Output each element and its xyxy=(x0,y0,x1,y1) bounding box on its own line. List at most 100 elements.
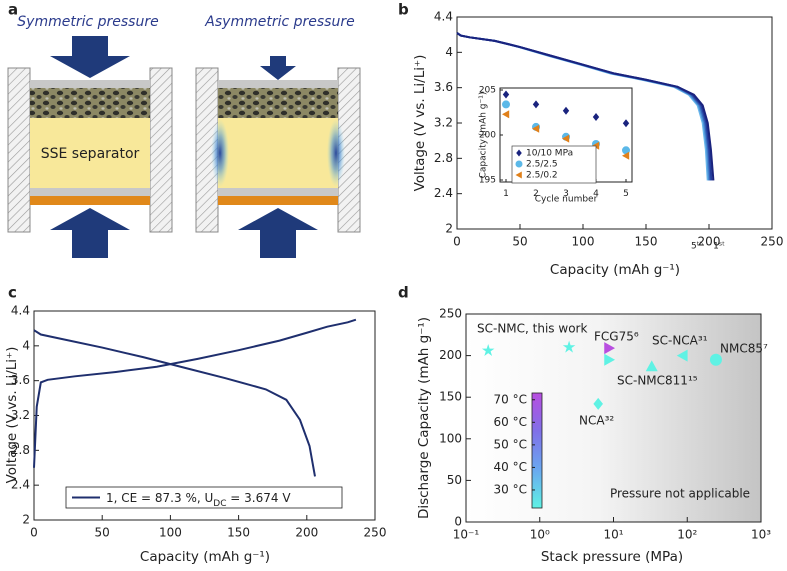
y-tick-label: 0 xyxy=(454,515,462,529)
current-collector xyxy=(218,80,338,88)
y-tick-label: 205 xyxy=(479,86,496,96)
y-tick-label: 50 xyxy=(447,473,462,487)
annotation: 5ᵗʰ xyxy=(691,242,703,252)
y-tick-label: 100 xyxy=(439,431,462,445)
cathode xyxy=(218,88,338,118)
colorbar-label: 50 °C xyxy=(494,437,527,451)
x-axis-title: Cycle number xyxy=(535,195,598,205)
legend-marker xyxy=(515,171,522,179)
x-tick-label: 250 xyxy=(364,526,387,540)
pressure-arrow xyxy=(260,56,296,80)
y-tick-label: 4 xyxy=(445,45,453,59)
line-series xyxy=(456,32,715,181)
data-point xyxy=(502,100,510,109)
legend: 1, CE = 87.3 %, UDC = 3.674 V xyxy=(65,486,343,509)
colorbar-label: 30 °C xyxy=(494,482,527,496)
x-tick-label: 0 xyxy=(453,235,461,249)
x-tick-label: 200 xyxy=(295,526,318,540)
stress-zone xyxy=(327,119,345,187)
data-point xyxy=(562,134,570,143)
pressure-arrow xyxy=(50,208,130,258)
anode xyxy=(218,196,338,205)
legend-label: 2.5/2.5 xyxy=(526,160,558,170)
x-tick-label: 10⁻¹ xyxy=(453,528,480,542)
legend-label: 1, CE = 87.3 %, UDC = 3.674 V xyxy=(106,491,291,509)
interlayer xyxy=(30,188,150,196)
legend-marker xyxy=(516,149,522,157)
data-point xyxy=(645,360,658,372)
colorbar-label: 70 °C xyxy=(494,392,527,406)
y-axis-title: Capacity (mAh g⁻¹) xyxy=(479,92,489,179)
x-tick-label: 100 xyxy=(159,526,182,540)
x-tick-label: 50 xyxy=(512,235,527,249)
y-tick-label: 2 xyxy=(445,222,453,236)
symmetric-cell xyxy=(7,36,173,258)
x-tick-label: 100 xyxy=(572,235,595,249)
data-point xyxy=(622,146,630,155)
point-label: SC-NCA³¹ xyxy=(652,334,708,348)
x-tick-label: 250 xyxy=(761,235,784,249)
y-tick-label: 4 xyxy=(22,338,30,352)
legend-subscript: DC xyxy=(213,499,226,509)
data-point xyxy=(709,353,722,366)
colorbar-label: 40 °C xyxy=(494,460,527,474)
legend-box xyxy=(511,145,597,184)
legend-text: = 3.674 V xyxy=(226,491,291,505)
data-point xyxy=(592,113,600,121)
pressure-arrow xyxy=(50,36,130,78)
x-tick-label: 2 xyxy=(533,189,539,199)
x-axis-title: Capacity (mAh g⁻¹) xyxy=(140,549,270,565)
x-axis-title: Stack pressure (MPa) xyxy=(541,549,683,565)
point-label: NMC85⁷ xyxy=(720,342,768,356)
y-tick-label: 200 xyxy=(439,348,462,362)
data-point xyxy=(562,106,570,115)
x-tick-label: 150 xyxy=(635,235,658,249)
x-tick-label: 200 xyxy=(698,235,721,249)
y-tick-label: 3.2 xyxy=(434,116,453,130)
panel-label: d xyxy=(398,284,409,302)
annotation: 1ˢᵗ xyxy=(713,242,725,252)
data-point xyxy=(593,397,603,410)
point-label: SC-NMC811¹⁵ xyxy=(617,374,698,388)
point-label: NCA³² xyxy=(579,414,614,428)
asymmetric-cell xyxy=(195,56,361,258)
point-label: FCG75⁶ xyxy=(594,330,639,344)
data-point xyxy=(604,342,616,355)
x-axis-title: Capacity (mAh g⁻¹) xyxy=(550,262,680,278)
x-tick-label: 10¹ xyxy=(603,528,623,542)
x-tick-label: 4 xyxy=(593,189,599,199)
data-point xyxy=(622,119,630,128)
y-tick-label: 250 xyxy=(439,307,462,321)
wall xyxy=(149,67,173,233)
y-tick-label: 2 xyxy=(22,513,30,527)
x-tick-label: 50 xyxy=(95,526,110,540)
data-point xyxy=(532,124,540,133)
x-tick-label: 10² xyxy=(677,528,697,542)
y-tick-label: 4.4 xyxy=(11,304,30,318)
stress-zone xyxy=(211,119,229,187)
point-label: SC-NMC, this work xyxy=(477,322,587,336)
x-tick-label: 1 xyxy=(503,189,509,199)
colorbar-label: 60 °C xyxy=(494,415,527,429)
y-tick-label: 150 xyxy=(439,390,462,404)
x-tick-label: 10³ xyxy=(751,528,771,542)
y-tick-label: 2.8 xyxy=(11,443,30,457)
x-tick-label: 10⁰ xyxy=(530,528,550,542)
line-series xyxy=(33,318,357,468)
data-point xyxy=(532,100,540,109)
y-tick-label: 3.2 xyxy=(11,408,30,422)
pressure-arrow xyxy=(238,208,318,258)
schematic: Symmetric pressure Asymmetric pressure S… xyxy=(7,14,361,258)
anode xyxy=(30,196,150,205)
cathode xyxy=(30,88,150,118)
y-tick-label: 4.4 xyxy=(434,10,453,24)
legend-label: 10/10 MPa xyxy=(526,149,573,159)
note: Pressure not applicable xyxy=(610,487,750,501)
current-collector xyxy=(30,80,150,88)
data-point xyxy=(562,340,576,353)
separator-label: SSE separator xyxy=(41,146,140,162)
line-series xyxy=(33,329,316,477)
wall xyxy=(7,67,31,233)
